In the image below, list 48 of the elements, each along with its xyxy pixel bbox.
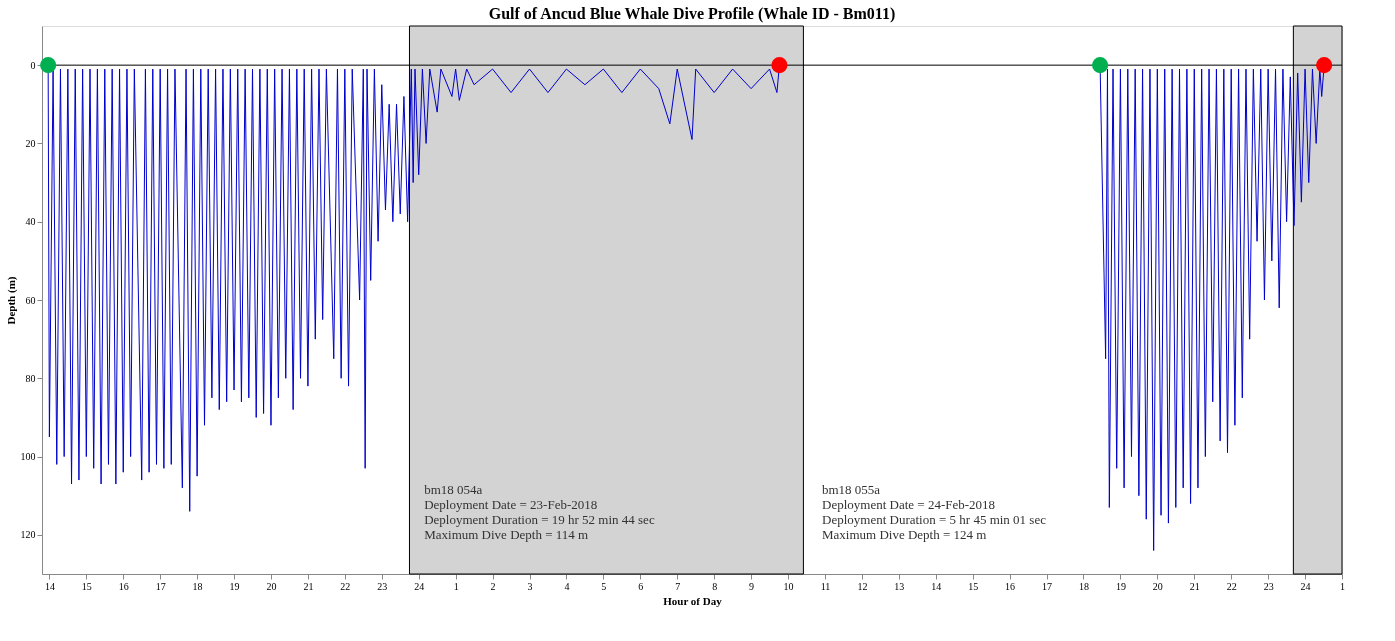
y-tick-label: 40 [25, 216, 36, 228]
x-tick-label: 16 [1005, 580, 1016, 592]
x-tick-label: 1 [1340, 580, 1345, 592]
y-tick-label: 60 [25, 294, 36, 306]
x-tick-label: 18 [1078, 580, 1089, 592]
annotation: bm18 055a Deployment Date = 24-Feb-2018 Deployment Duration = 5 hr 45 min 01 sec Maximum Dive Depth = 124 m [822, 481, 1047, 542]
x-tick-label: 15 [81, 580, 92, 592]
x-tick-label: 13 [894, 580, 905, 592]
x-tick-label: 21 [303, 580, 314, 592]
x-tick-label: 24 [1300, 580, 1311, 592]
x-tick-label: 18 [192, 580, 203, 592]
x-tick-label: 5 [601, 580, 607, 592]
x-tick-label: 9 [749, 580, 755, 592]
x-tick-label: 23 [1263, 580, 1274, 592]
x-axis-title: Hour of Day [663, 594, 723, 607]
x-tick-label: 19 [1115, 580, 1126, 592]
x-tick-label: 17 [155, 580, 166, 592]
x-tick-label: 3 [527, 580, 533, 592]
x-tick-label: 8 [712, 580, 718, 592]
x-tick-label: 2 [490, 580, 496, 592]
x-tick-label: 23 [377, 580, 388, 592]
x-tick-label: 6 [638, 580, 644, 592]
x-tick-label: 14 [44, 580, 55, 592]
chart-title: Gulf of Ancud Blue Whale Dive Profile (Whale ID - Bm011) [488, 4, 896, 23]
x-tick-label: 22 [1226, 580, 1237, 592]
x-tick-label: 22 [340, 580, 351, 592]
x-tick-label: 10 [783, 580, 794, 592]
annotation: bm18 054a Deployment Date = 23-Feb-2018 Deployment Duration = 19 hr 52 min 44 sec Maximum Dive Depth = 114 m [424, 481, 655, 542]
x-tick-label: 15 [968, 580, 979, 592]
x-tick-label: 17 [1042, 580, 1053, 592]
y-tick-label: 20 [25, 137, 36, 149]
y-tick-label: 100 [20, 451, 36, 463]
x-tick-label: 7 [675, 580, 681, 592]
x-tick-label: 19 [229, 580, 240, 592]
x-tick-label: 16 [118, 580, 129, 592]
x-tick-label: 1 [453, 580, 459, 592]
x-tick-label: 20 [266, 580, 277, 592]
y-tick-label: 80 [25, 372, 36, 384]
x-tick-label: 12 [857, 580, 868, 592]
y-tick-label: 120 [20, 529, 36, 541]
x-tick-label: 11 [820, 580, 831, 592]
y-tick-label: 0 [30, 59, 36, 71]
x-tick-label: 24 [414, 580, 425, 592]
x-tick-label: 21 [1189, 580, 1200, 592]
x-tick-label: 4 [564, 580, 570, 592]
x-tick-label: 14 [931, 580, 942, 592]
y-axis-title: Depth (m) [4, 276, 18, 325]
x-tick-label: 20 [1152, 580, 1163, 592]
